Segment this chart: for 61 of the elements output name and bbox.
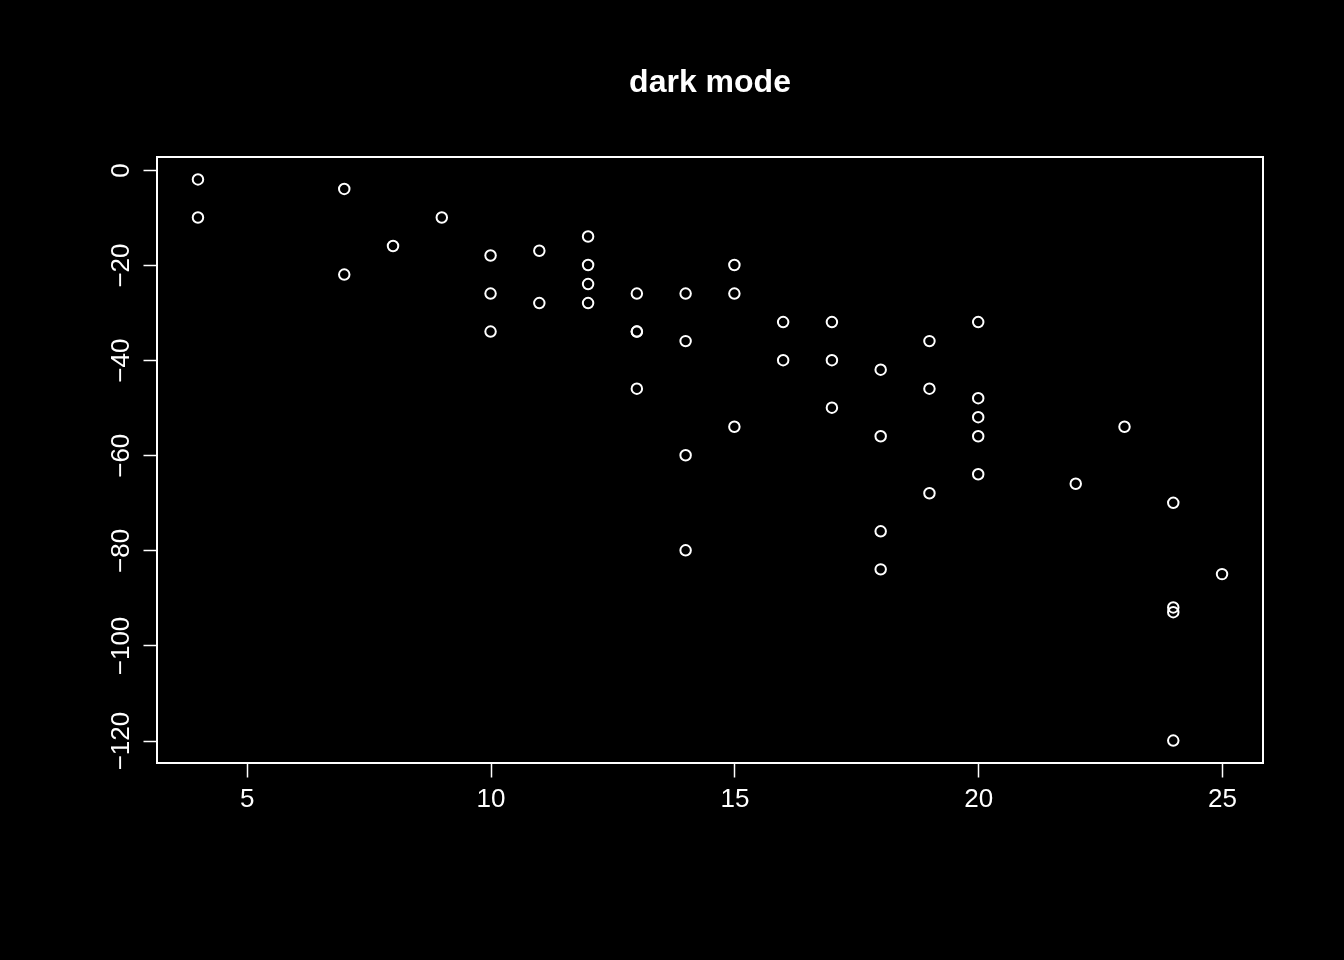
point: [679, 334, 692, 348]
point: [971, 410, 985, 424]
point: [630, 287, 644, 300]
point: [191, 173, 205, 186]
chart-title: dark mode: [629, 63, 791, 99]
point: [386, 239, 400, 253]
point: [1215, 567, 1229, 581]
point: [581, 296, 595, 310]
point: [484, 287, 497, 300]
point: [191, 211, 205, 224]
point: [1118, 420, 1131, 433]
point: [776, 353, 790, 367]
point: [923, 382, 936, 395]
point: [971, 468, 985, 481]
x-tick-label: 15: [720, 782, 750, 813]
point: [533, 244, 546, 258]
point: [971, 315, 985, 329]
point: [484, 249, 497, 262]
point: [581, 258, 595, 272]
point: [874, 563, 887, 576]
point: [581, 277, 595, 291]
point: [338, 268, 351, 281]
point: [728, 287, 741, 300]
y-tick-label: 0: [104, 163, 135, 178]
y-tick-label: −40: [104, 338, 135, 383]
y-tick-label: −100: [104, 616, 135, 676]
point: [728, 258, 741, 272]
point: [1167, 734, 1180, 747]
point: [484, 325, 497, 338]
point: [825, 401, 839, 414]
point: [1167, 605, 1180, 619]
y-tick-label: −20: [104, 243, 135, 288]
point: [1167, 496, 1180, 510]
y-tick-label: −120: [104, 711, 135, 771]
point: [1167, 601, 1180, 614]
x-tick-label: 10: [476, 782, 506, 813]
point: [581, 230, 595, 243]
y-tick-label: −80: [104, 528, 135, 573]
point: [679, 544, 692, 557]
point: [679, 287, 692, 300]
point: [338, 182, 351, 196]
x-tick-label: 20: [964, 782, 994, 813]
point: [971, 429, 985, 443]
point: [923, 487, 936, 500]
point: [630, 382, 644, 395]
point: [923, 334, 936, 348]
y-tick-label: −60: [104, 433, 135, 478]
x-tick-label: 25: [1208, 782, 1237, 813]
point: [874, 363, 887, 376]
point: [728, 420, 741, 433]
point: [1069, 477, 1082, 491]
point: [874, 429, 887, 443]
point: [533, 296, 546, 310]
point: [435, 211, 449, 224]
point: [874, 525, 887, 538]
point: [679, 449, 692, 462]
point: [825, 353, 839, 367]
point: [825, 315, 839, 329]
point: [971, 391, 985, 405]
point: [776, 315, 790, 329]
x-tick-label: 5: [239, 782, 255, 813]
